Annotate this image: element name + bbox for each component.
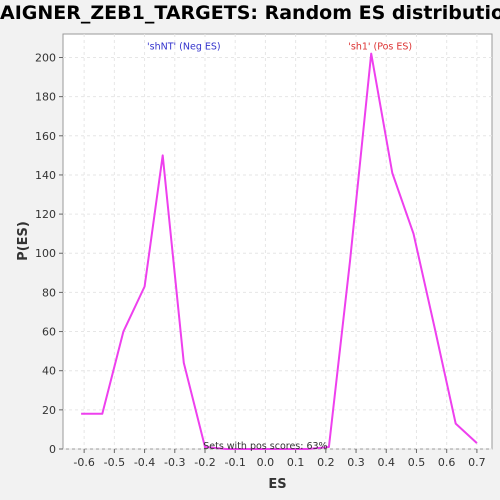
x-tick-label: 0.5 — [408, 456, 426, 469]
x-axis-title: ES — [268, 477, 286, 492]
annotations: 'shNT' (Neg ES) 'sh1' (Pos ES) Sets with p… — [147, 42, 412, 452]
y-tick-label: 140 — [35, 169, 56, 182]
y-tick-label: 200 — [35, 51, 56, 64]
y-tick-label: 180 — [35, 91, 56, 104]
chart-annotation: 'sh1' (Pos ES) — [348, 42, 412, 53]
x-tick-label: -0.2 — [194, 456, 215, 469]
y-tick-label: 60 — [42, 326, 56, 339]
y-tick-label: 0 — [49, 443, 56, 456]
x-tick-label: -0.4 — [134, 456, 155, 469]
series-layer — [81, 52, 478, 450]
x-tick-label: 0.1 — [287, 456, 305, 469]
es-distribution-line — [81, 52, 478, 450]
y-tick-label: 160 — [35, 130, 56, 143]
x-tick-label: 0.0 — [257, 456, 275, 469]
y-tick-label: 120 — [35, 208, 56, 221]
chart-annotation: Sets with pos scores: 63% — [203, 441, 327, 452]
y-tick-label: 40 — [42, 365, 56, 378]
y-tick-label: 20 — [42, 404, 56, 417]
y-axis-title: P(ES) — [16, 221, 31, 261]
x-tick-label: -0.1 — [224, 456, 245, 469]
x-tick-label: -0.3 — [164, 456, 185, 469]
plot-area — [62, 33, 493, 450]
x-tick-label: 0.3 — [347, 456, 365, 469]
x-tick-label: 0.7 — [468, 456, 486, 469]
x-tick-label: -0.6 — [73, 456, 94, 469]
axis-ticks: -0.6 -0.5 -0.4 -0.3 -0.2 -0.1 0.0 0.1 0.2 0.3 0.4 0… — [35, 51, 486, 469]
x-tick-label: 0.2 — [317, 456, 335, 469]
x-tick-label: 0.4 — [378, 456, 396, 469]
chart-title: AIGNER_ZEB1_TARGETS: Random ES distribut… — [0, 2, 500, 24]
x-tick-label: 0.6 — [438, 456, 456, 469]
x-tick-label: -0.5 — [104, 456, 125, 469]
y-tick-label: 80 — [42, 286, 56, 299]
chart-annotation: 'shNT' (Neg ES) — [147, 42, 221, 53]
y-tick-label: 100 — [35, 247, 56, 260]
